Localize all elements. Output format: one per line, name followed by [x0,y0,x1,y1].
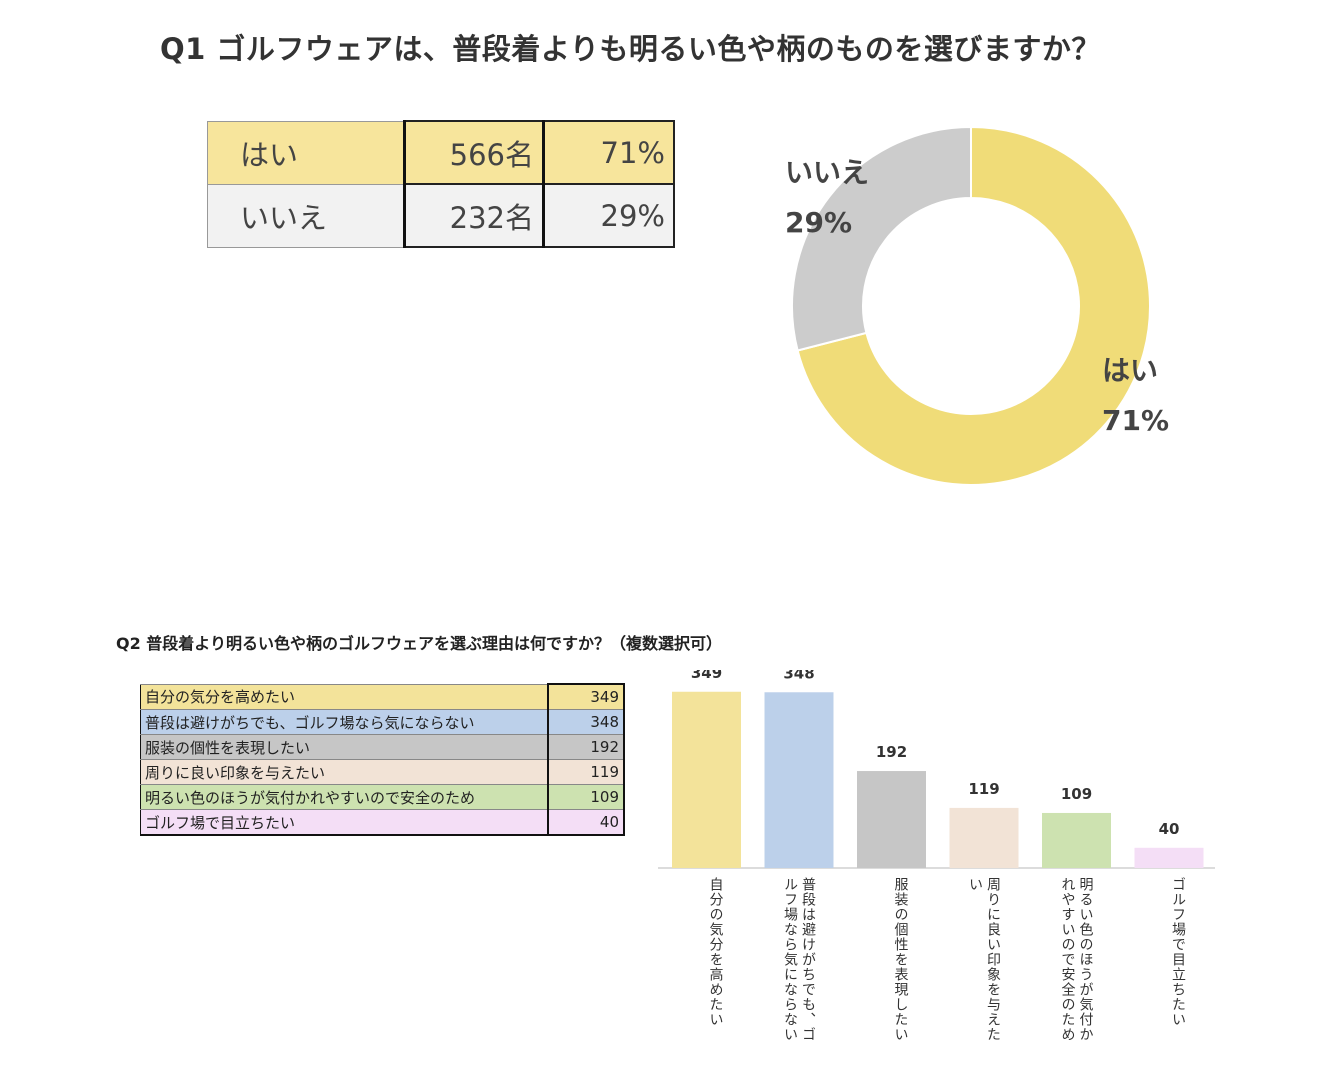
row-count: 232名 [403,183,545,248]
bar-3 [949,807,1019,868]
category-label: 明るい色のほうが気付かれやすいので安全のため [1059,877,1094,1042]
reason-count: 192 [547,734,625,760]
q1-donut-chart: はい 71% いいえ 29% [785,125,1169,486]
bar-value-label: 119 [968,780,999,798]
q2-title: Q2 普段着より明るい色や柄のゴルフウェアを選ぶ理由は何ですか？（複数選択可） [116,634,722,653]
donut-label-percent: 71% [1102,404,1169,437]
q2-summary-table: 自分の気分を高めたい 349 普段は避けがちでも、ゴルフ場なら気にならない 348 服装… [140,683,625,836]
bar-1 [764,692,834,868]
reason-count: 40 [547,809,625,836]
reason-count: 109 [547,784,625,810]
table-row: 服装の個性を表現したい 192 [140,734,625,760]
row-label: いいえ [207,183,406,248]
reason-count: 348 [547,709,625,735]
table-row: はい 566名 71% [207,120,675,185]
donut-slice-1 [791,125,972,352]
bar-0 [672,691,741,868]
bar-value-label: 349 [691,670,722,682]
q1-summary-table: はい 566名 71% いいえ 232名 29% [207,120,675,248]
reason-label: 明るい色のほうが気付かれやすいので安全のため [140,784,549,810]
table-row: ゴルフ場で目立ちたい 40 [140,809,625,836]
donut-label-name: はい [1102,354,1158,387]
bar-value-label: 348 [783,670,814,682]
table-row: 普段は避けがちでも、ゴルフ場なら気にならない 348 [140,709,625,735]
donut-label-percent: 29% [785,206,852,239]
bar-value-label: 192 [876,743,907,761]
table-row: 自分の気分を高めたい 349 [140,683,625,710]
reason-label: 自分の気分を高めたい [140,683,549,710]
category-label: 周りに良い印象を与えたい [967,877,1001,1042]
bar-5 [1134,847,1204,868]
row-count: 566名 [403,120,545,185]
row-percent: 29% [542,183,675,248]
table-row: 周りに良い印象を与えたい 119 [140,759,625,785]
category-label: ゴルフ場で目立ちたい [1170,877,1186,1027]
reason-label: 服装の個性を表現したい [140,734,549,760]
bar-4 [1042,812,1111,868]
row-label: はい [207,120,406,185]
donut-label-name: いいえ [785,156,869,189]
reason-count: 349 [547,683,625,710]
reason-label: ゴルフ場で目立ちたい [140,809,549,836]
q2-bar-chart: 349 348 192 119 109 40 [658,670,1215,869]
table-row: 明るい色のほうが気付かれやすいので安全のため 109 [140,784,625,810]
row-percent: 71% [542,120,675,185]
reason-count: 119 [547,759,625,785]
reason-label: 周りに良い印象を与えたい [140,759,549,785]
donut-slice-0 [796,125,1151,486]
bar-2 [857,771,926,868]
bar-value-label: 40 [1159,820,1180,838]
bar-value-label: 109 [1061,785,1092,803]
table-row: いいえ 232名 29% [207,183,675,248]
category-label: 自分の気分を高めたい [707,877,724,1027]
category-label: 普段は避けがちでも、ゴルフ場なら気にならない [782,877,816,1042]
reason-label: 普段は避けがちでも、ゴルフ場なら気にならない [140,709,549,735]
q1-title: Q1 ゴルフウェアは、普段着よりも明るい色や柄のものを選びますか？ [160,32,1101,66]
category-label: 服装の個性を表現したい [892,877,909,1042]
